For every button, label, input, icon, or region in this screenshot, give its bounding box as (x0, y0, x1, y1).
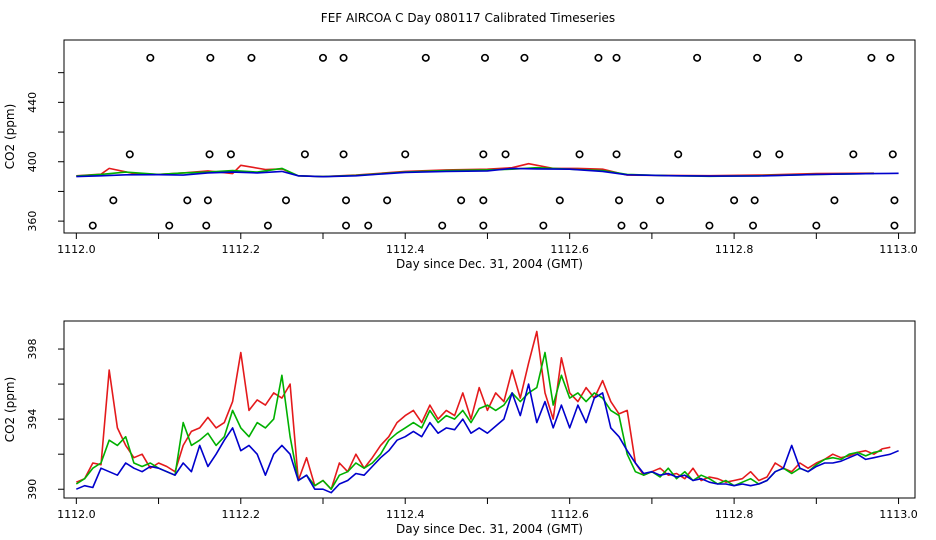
data-point (849, 150, 858, 159)
data-point (318, 53, 327, 62)
x-tick-label: 1112.2 (222, 243, 261, 256)
data-point (612, 53, 621, 62)
data-point (183, 196, 192, 205)
data-point (749, 221, 758, 230)
data-point (263, 221, 272, 230)
data-point (247, 53, 256, 62)
data-point (203, 196, 212, 205)
series-line (75, 383, 899, 494)
data-point (812, 221, 821, 230)
data-point (886, 53, 895, 62)
x-tick-label: 1112.8 (715, 508, 754, 521)
data-point (146, 53, 155, 62)
data-point (730, 196, 739, 205)
x-tick-label: 1112.6 (550, 508, 589, 521)
data-point (226, 150, 235, 159)
x-axis-label: Day since Dec. 31, 2004 (GMT) (396, 257, 583, 271)
x-tick-label: 1112.6 (550, 243, 589, 256)
data-point (125, 150, 134, 159)
y-tick-label: 440 (26, 92, 39, 113)
data-point (109, 196, 118, 205)
x-tick-label: 1113.0 (879, 243, 918, 256)
plot-frame (63, 39, 916, 234)
x-axis-label: Day since Dec. 31, 2004 (GMT) (396, 522, 583, 536)
data-point (656, 196, 665, 205)
data-point (480, 53, 489, 62)
data-point (867, 53, 876, 62)
x-tick-label: 1113.0 (879, 508, 918, 521)
data-point (457, 196, 466, 205)
data-point (594, 53, 603, 62)
data-point (639, 221, 648, 230)
data-point (888, 150, 897, 159)
data-point (165, 221, 174, 230)
data-point (438, 221, 447, 230)
data-point (775, 150, 784, 159)
x-tick-label: 1112.0 (57, 508, 96, 521)
data-point (753, 53, 762, 62)
chart-title: FEF AIRCOA C Day 080117 Calibrated Times… (321, 11, 615, 25)
data-point (750, 196, 759, 205)
series-line (75, 351, 883, 491)
data-point (890, 196, 899, 205)
data-point (479, 196, 488, 205)
data-point (205, 150, 214, 159)
bottom-panel: 1112.0 1112.2 1112.4 1112.6 1112.8 1113.0 390 3… (3, 320, 918, 536)
x-tick-label: 1112.2 (222, 508, 261, 521)
data-point (206, 53, 215, 62)
y-tick-label: 360 (26, 211, 39, 232)
data-point (339, 53, 348, 62)
y-tick-label: 398 (26, 339, 39, 360)
data-point (830, 196, 839, 205)
data-point (479, 221, 488, 230)
y-axis-label: CO2 (ppm) (3, 377, 17, 443)
x-tick-label: 1112.0 (57, 243, 96, 256)
series-line (75, 330, 891, 491)
data-point (674, 150, 683, 159)
data-point (693, 53, 702, 62)
data-point (539, 221, 548, 230)
data-point (339, 150, 348, 159)
data-point (342, 221, 351, 230)
top-panel: 1112.0 1112.2 1112.4 1112.6 1112.8 1113.0 360 4… (3, 39, 918, 271)
y-axis-label: CO2 (ppm) (3, 104, 17, 170)
data-point (202, 221, 211, 230)
x-tick-label: 1112.4 (386, 243, 425, 256)
data-point (421, 53, 430, 62)
data-point (617, 221, 626, 230)
data-point (555, 196, 564, 205)
data-point (614, 196, 623, 205)
y-tick-label: 390 (26, 479, 39, 500)
data-point (364, 221, 373, 230)
y-tick-label: 394 (26, 409, 39, 430)
data-point (612, 150, 621, 159)
data-point (794, 53, 803, 62)
data-point (383, 196, 392, 205)
x-tick-label: 1112.4 (386, 508, 425, 521)
x-tick-label: 1112.8 (715, 243, 754, 256)
y-tick-label: 400 (26, 151, 39, 172)
data-point (300, 150, 309, 159)
plot-frame (63, 320, 916, 499)
data-point (281, 196, 290, 205)
data-point (890, 221, 899, 230)
data-point (501, 150, 510, 159)
data-point (753, 150, 762, 159)
data-point (401, 150, 410, 159)
series-line (76, 167, 899, 178)
data-point (520, 53, 529, 62)
data-point (705, 221, 714, 230)
data-point (575, 150, 584, 159)
data-point (88, 221, 97, 230)
data-point (479, 150, 488, 159)
data-point (342, 196, 351, 205)
